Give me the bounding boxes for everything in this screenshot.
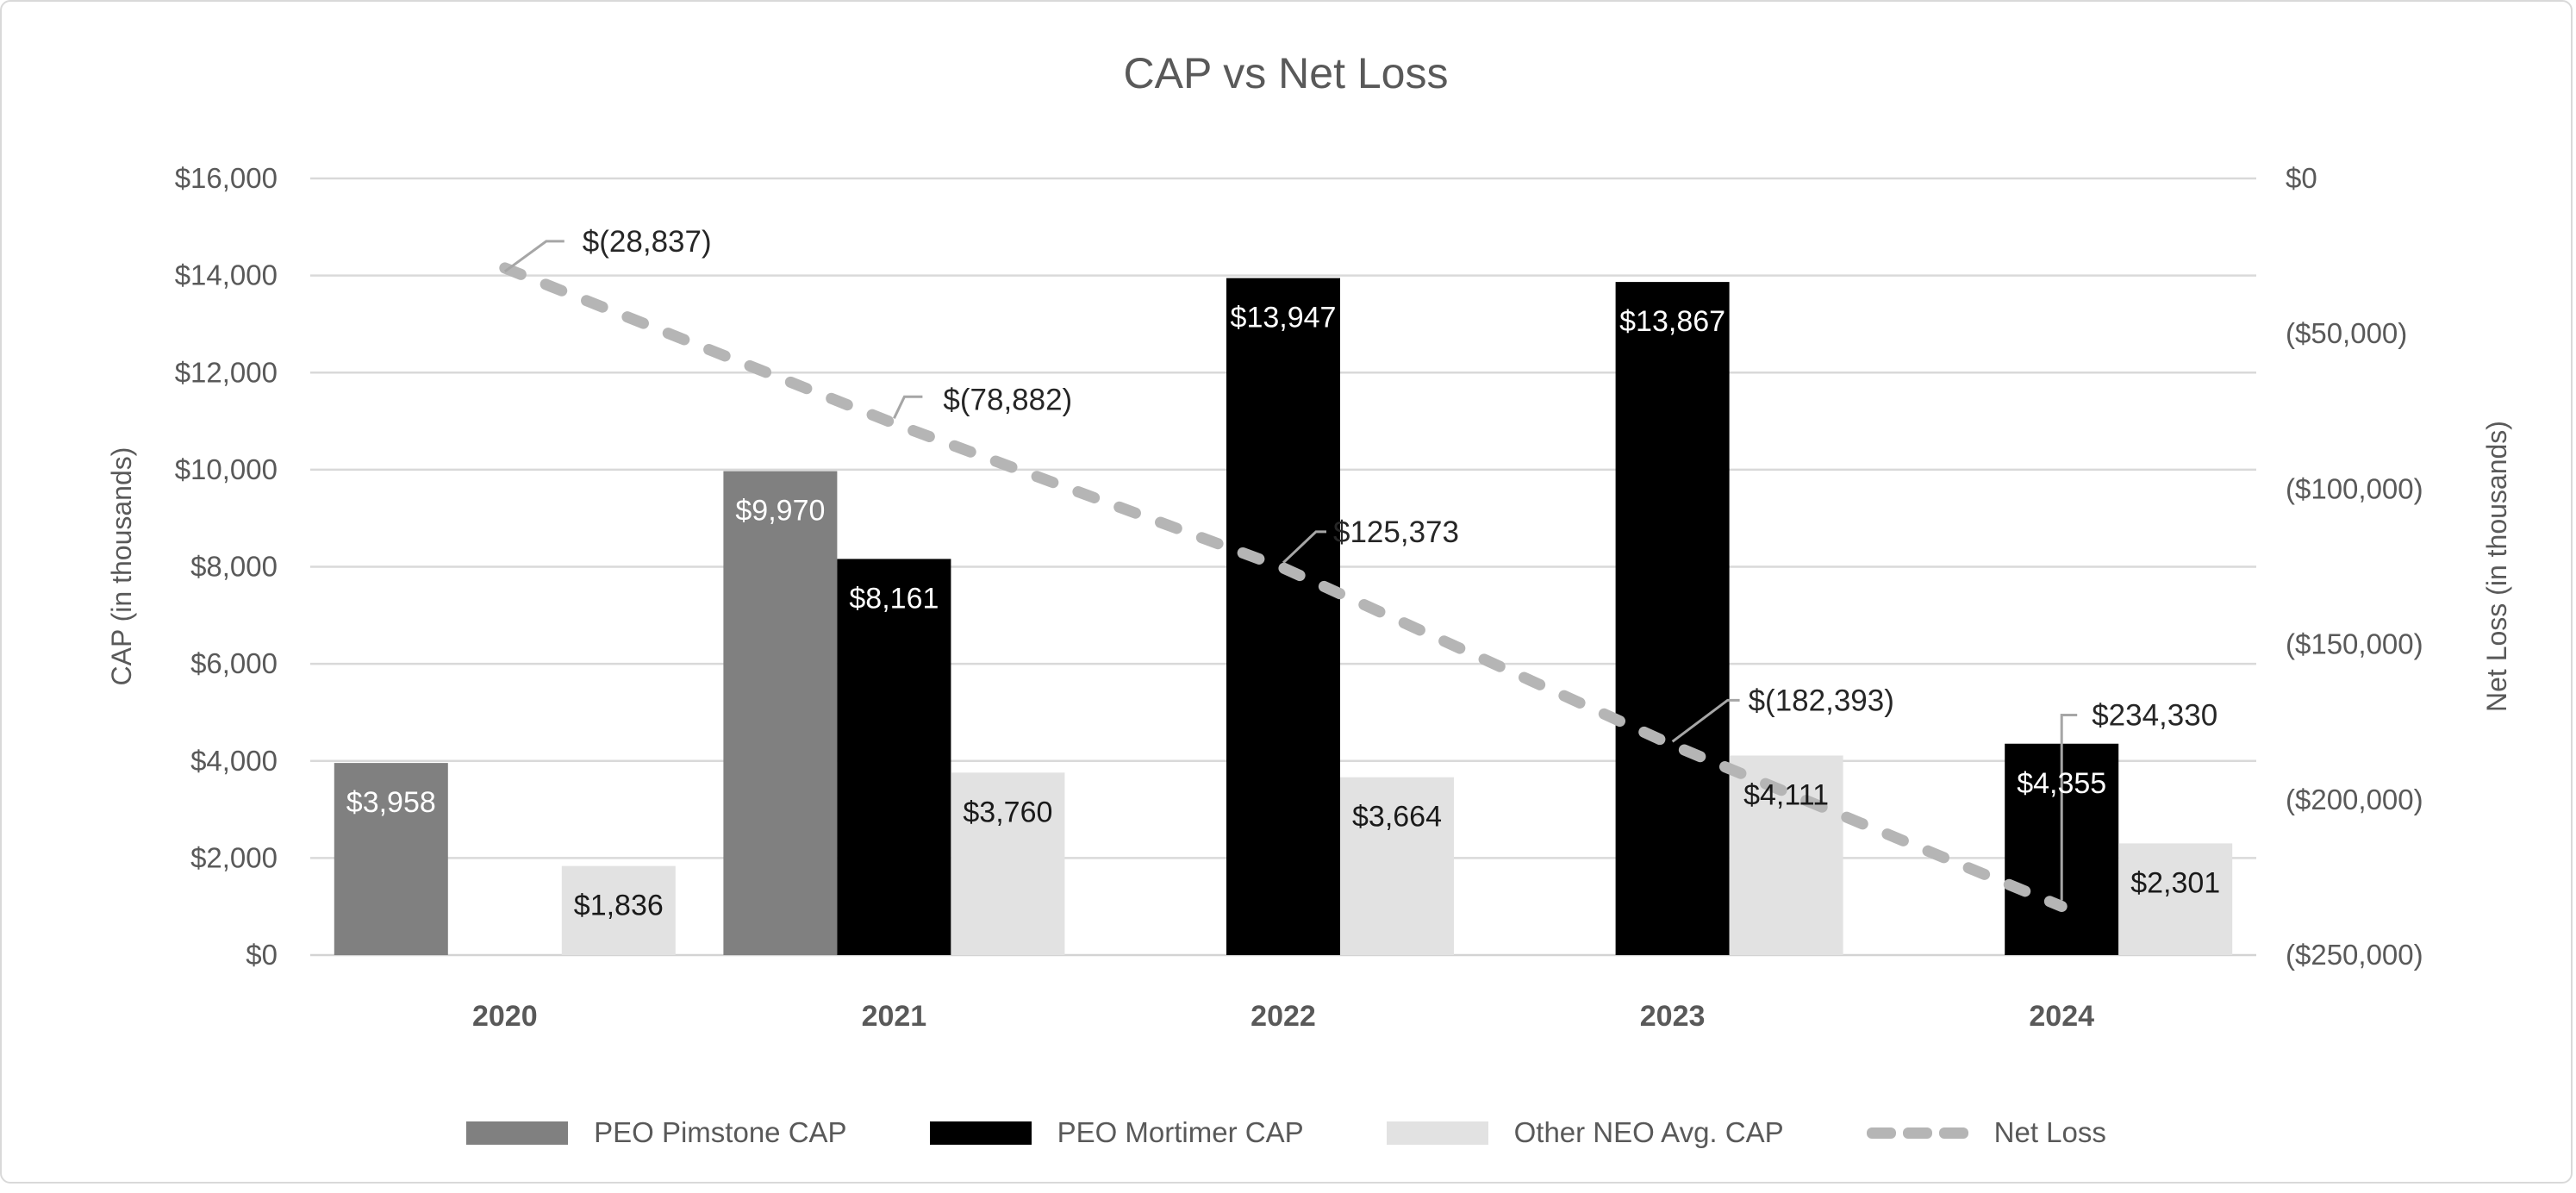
callout-leader-2022 (1282, 530, 1326, 564)
legend: PEO Pimstone CAP PEO Mortimer CAP Other NE… (2, 1109, 2571, 1157)
legend-swatch-icon (929, 1121, 1032, 1145)
bar-peo-mortimer-cap-2022 (1226, 278, 1340, 955)
bar-label-2022: $13,947 (1231, 302, 1337, 334)
chart-title: CAP vs Net Loss (1123, 49, 1448, 97)
callout-leader-2021 (893, 395, 923, 419)
dash-segment (1866, 1127, 1896, 1139)
left-axis-tick-label: $10,000 (175, 453, 278, 485)
x-axis-label-2021: 2021 (862, 1000, 927, 1033)
left-axis-tick-label: $14,000 (175, 259, 278, 291)
left-axis-tick-label: $8,000 (190, 551, 278, 583)
dash-segment (1938, 1127, 1968, 1139)
left-axis-tick-label: $16,000 (175, 162, 278, 194)
bar-label-2023: $4,111 (1743, 778, 1829, 811)
left-axis-tick-label: $0 (246, 939, 278, 971)
left-axis-title: CAP (in thousands) (106, 447, 137, 686)
bar-label-2023: $13,867 (1619, 305, 1725, 338)
legend-label: PEO Mortimer CAP (1057, 1116, 1304, 1148)
legend-item-peo-pimstone-cap: PEO Pimstone CAP (466, 1116, 847, 1149)
net-loss-label-2020: $(28,837) (583, 225, 712, 259)
bar-other-neo-avg-cap-2022 (1340, 777, 1454, 955)
x-axis-label-2020: 2020 (472, 1000, 538, 1033)
legend-dashed-line-icon (1866, 1127, 1968, 1139)
callout-leader-2024 (2060, 714, 2078, 901)
legend-label: Net Loss (1993, 1116, 2106, 1148)
legend-swatch-icon (1386, 1121, 1488, 1145)
bar-peo-mortimer-cap-2023 (1615, 282, 1730, 955)
bar-series (334, 278, 2233, 955)
left-axis-tick-label: $2,000 (190, 841, 278, 873)
net-loss-data-labels: $(28,837) $(78,882) $125,373 $(182,393) $234… (583, 225, 2217, 733)
bar-other-neo-avg-cap-2020 (561, 865, 676, 955)
x-axis-label-2024: 2024 (2029, 1000, 2094, 1033)
x-axis-label-2022: 2022 (1251, 1000, 1316, 1033)
net-loss-label-2021: $(78,882) (943, 383, 1072, 416)
right-axis-tick-label: ($200,000) (2286, 784, 2423, 815)
legend-label: PEO Pimstone CAP (594, 1116, 847, 1148)
bar-other-neo-avg-cap-2024 (2118, 843, 2233, 955)
bar-label-2020: $1,836 (574, 890, 664, 922)
bar-other-neo-avg-cap-2021 (951, 772, 1065, 955)
bar-label-2020: $3,958 (346, 786, 436, 819)
bar-label-2021: $8,161 (849, 582, 939, 615)
x-axis-label-2023: 2023 (1640, 1000, 1706, 1033)
bar-peo-pimstone-cap-2020 (334, 763, 448, 955)
net-loss-label-2024: $234,330 (2092, 699, 2217, 733)
right-axis-title: Net Loss (in thousands) (2481, 421, 2512, 712)
legend-item-peo-mortimer-cap: PEO Mortimer CAP (929, 1116, 1304, 1149)
right-axis-tick-labels: $0 ($50,000) ($100,000) ($150,000) ($200,000… (2286, 162, 2423, 971)
left-axis-tick-label: $12,000 (175, 356, 278, 388)
right-axis-tick-label: ($150,000) (2286, 628, 2423, 660)
net-loss-dashed-line (499, 262, 2068, 913)
bar-data-labels: $3,958 $9,970 $8,161 $13,947 $13,867 $4,355 $1… (346, 302, 2220, 922)
right-axis-tick-label: ($50,000) (2286, 317, 2407, 349)
bar-label-2021: $9,970 (735, 495, 825, 528)
bar-label-2024: $2,301 (2130, 866, 2220, 899)
legend-label: Other NEO Avg. CAP (1513, 1116, 1784, 1148)
x-axis-category-labels: 2020 2021 2022 2023 2024 (472, 1000, 2094, 1033)
legend-item-other-neo-avg-cap: Other NEO Avg. CAP (1386, 1116, 1784, 1149)
left-axis-tick-label: $6,000 (190, 647, 278, 679)
bar-peo-mortimer-cap-2021 (837, 559, 951, 955)
right-axis-tick-label: ($100,000) (2286, 472, 2423, 504)
net-loss-label-2022: $125,373 (1333, 515, 1459, 549)
callout-leader-2023 (1671, 698, 1740, 743)
bar-label-2022: $3,664 (1352, 801, 1442, 834)
dash-segment (1902, 1127, 1932, 1139)
left-axis-tick-label: $4,000 (190, 745, 278, 777)
bar-label-2021: $3,760 (963, 796, 1052, 828)
net-loss-line (499, 262, 2068, 913)
legend-item-net-loss: Net Loss (1866, 1116, 2106, 1149)
callout-leader-2020 (503, 240, 564, 273)
right-axis-tick-label: ($250,000) (2286, 939, 2423, 971)
net-loss-label-2023: $(182,393) (1749, 684, 1894, 717)
bar-label-2024: $4,355 (2017, 767, 2106, 800)
callout-leader-lines (503, 240, 2078, 901)
left-axis-tick-labels: $16,000 $14,000 $12,000 $10,000 $8,000 $6,000… (175, 162, 278, 971)
right-axis-tick-label: $0 (2286, 162, 2317, 194)
legend-swatch-icon (466, 1121, 569, 1145)
bar-peo-pimstone-cap-2021 (723, 471, 838, 955)
